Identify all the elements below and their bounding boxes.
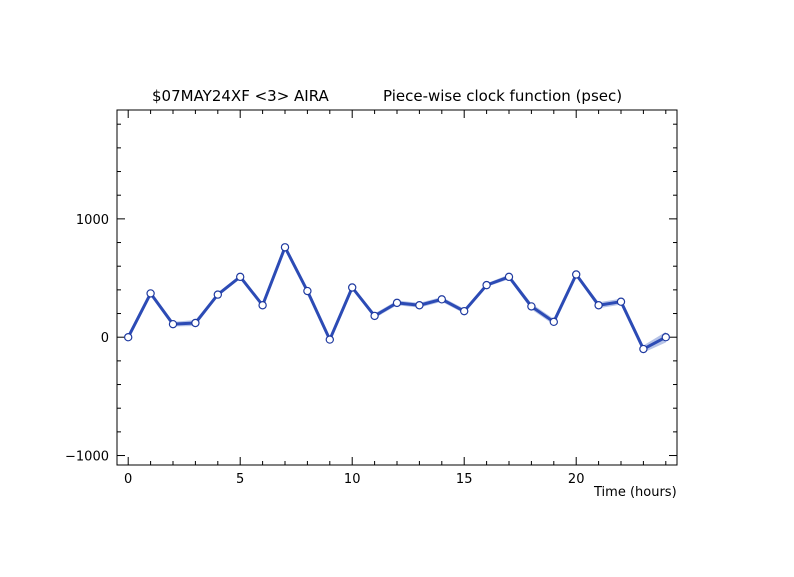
y-tick-label: 1000 xyxy=(76,213,109,228)
data-point xyxy=(370,311,379,321)
y-tick-label: −1000 xyxy=(65,450,109,465)
data-point xyxy=(303,286,312,296)
data-point xyxy=(235,272,245,282)
data-point xyxy=(460,306,469,316)
data-point xyxy=(168,319,178,329)
data-point xyxy=(123,333,133,342)
data-point xyxy=(280,243,290,252)
data-point xyxy=(639,344,648,354)
data-point xyxy=(392,298,402,308)
data-point xyxy=(616,297,626,306)
data-point xyxy=(415,301,424,310)
data-points xyxy=(123,243,671,354)
data-point xyxy=(437,295,446,304)
data-point xyxy=(572,270,581,279)
data-point xyxy=(213,290,222,299)
y-tick-label: 0 xyxy=(101,331,109,346)
data-point xyxy=(258,301,267,310)
data-point xyxy=(661,333,671,342)
data-point xyxy=(482,280,491,290)
data-point xyxy=(191,318,200,328)
data-point xyxy=(348,283,357,292)
data-point xyxy=(549,317,559,327)
x-axis-label: Time (hours) xyxy=(593,485,677,500)
series-polyline xyxy=(126,245,668,351)
data-point xyxy=(527,302,536,311)
x-tick-label: 10 xyxy=(344,472,361,487)
x-tick-label: 5 xyxy=(236,472,244,487)
axes: 0 5 10 15 20 −1000 0 1000 xyxy=(65,109,678,487)
x-tick-label: 20 xyxy=(568,472,585,487)
data-point xyxy=(325,335,334,344)
series-line xyxy=(126,245,668,351)
data-point xyxy=(594,301,603,310)
data-point xyxy=(504,272,514,282)
data-point xyxy=(146,289,155,298)
x-tick-label: 0 xyxy=(124,472,132,487)
plot-frame xyxy=(116,109,678,466)
chart-title-right: Piece-wise clock function (psec) xyxy=(383,87,622,105)
chart-title-left: $07MAY24XF <3> AIRA xyxy=(152,87,330,105)
x-tick-label: 15 xyxy=(456,472,473,487)
